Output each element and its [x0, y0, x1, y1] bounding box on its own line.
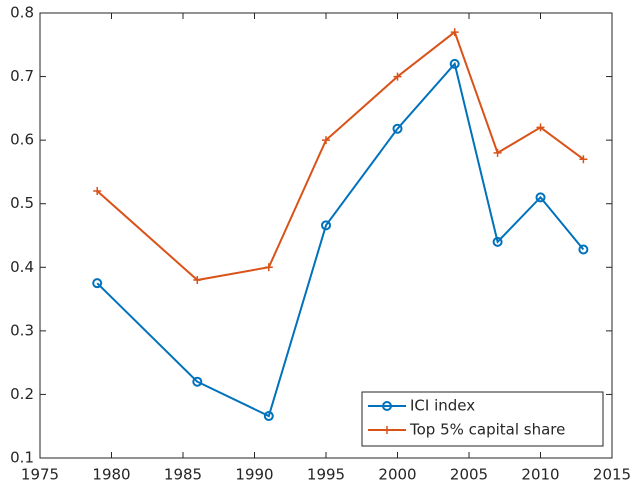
x-tick-label: 1995: [307, 466, 345, 484]
legend-label: Top 5% capital share: [409, 421, 565, 439]
data-point: [493, 148, 502, 157]
data-point: [578, 244, 589, 255]
x-tick-label: 2015: [593, 466, 631, 484]
x-tick-label: 1985: [164, 466, 202, 484]
data-point: [192, 376, 203, 387]
x-tick-label: 1975: [21, 466, 59, 484]
y-tick-label: 0.3: [10, 321, 34, 339]
x-tick-label: 2000: [378, 466, 416, 484]
y-tick-label: 0.5: [10, 194, 34, 212]
data-point: [450, 28, 459, 37]
legend: ICI index Top 5% capital share: [361, 391, 604, 447]
y-tick-label: 0.6: [10, 131, 34, 149]
y-tick-label: 0.4: [10, 258, 34, 276]
data-point: [492, 236, 503, 247]
data-point: [536, 123, 545, 132]
series-line: [96, 61, 585, 418]
data-point: [92, 278, 103, 289]
data-point: [263, 411, 274, 422]
data-point: [322, 136, 330, 145]
data-point: [449, 58, 460, 69]
legend-box: [361, 391, 604, 447]
data-point: [535, 192, 546, 203]
legend-label: ICI index: [410, 397, 475, 415]
data-point: [193, 276, 202, 284]
legend-marker: [383, 426, 391, 434]
data-point: [264, 263, 273, 272]
data-point: [579, 155, 588, 164]
y-tick-label: 0.2: [10, 385, 34, 403]
x-tick-label: 2010: [521, 466, 559, 484]
data-point: [393, 72, 402, 81]
data-point: [321, 220, 331, 231]
y-tick-label: 0.7: [10, 67, 34, 85]
data-point: [93, 187, 102, 195]
x-tick-label: 2005: [450, 466, 488, 484]
data-point: [392, 123, 403, 134]
legend-marker: [382, 401, 392, 411]
plot-box: [39, 12, 613, 459]
x-tick-label: 1990: [235, 466, 273, 484]
x-tick-label: 1980: [92, 466, 130, 484]
y-tick-label: 0.8: [10, 4, 34, 22]
y-tick-label: 0.1: [10, 449, 34, 467]
